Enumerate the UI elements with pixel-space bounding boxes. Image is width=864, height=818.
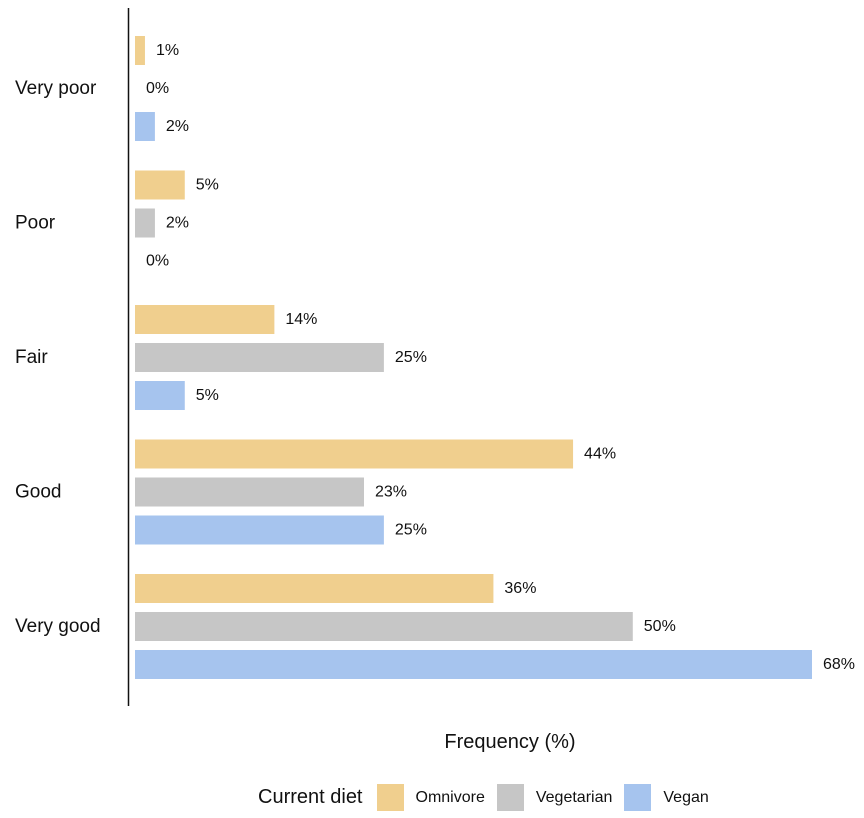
data-label-vegan-good: 25% [395,522,427,539]
bar-vegetarian-very-good [135,612,633,641]
bar-vegetarian-poor [135,208,155,238]
bar-chart: Very poor 1% 0% 2% Poor 5% 2% 0% Fair 14% 25% 5% Goo… [15,8,855,753]
legend-swatch-omnivore [376,784,404,811]
bar-omnivore-good [135,439,574,469]
data-label-omnivore-good: 44% [584,446,616,463]
y-tick-label-poor: Poor [15,213,56,234]
y-tick-label-very-poor: Very poor [15,78,97,99]
bar-omnivore-very-poor [135,36,145,65]
legend-label-vegan: Vegan [663,788,709,806]
data-label-vegan-fair: 5% [196,387,219,404]
y-tick-label-good: Good [15,482,61,503]
legend-title: Current diet [258,786,363,808]
data-label-vegetarian-very-poor: 0% [146,80,169,97]
x-axis-title: Frequency (%) [444,731,575,753]
data-label-vegetarian-poor: 2% [166,215,189,232]
legend-swatch-vegan [624,784,652,811]
data-label-vegetarian-good: 23% [375,484,407,501]
y-tick-label-fair: Fair [15,347,48,368]
data-label-vegan-poor: 0% [146,253,169,270]
data-label-vegetarian-very-good: 50% [644,618,676,635]
y-tick-label-very-good: Very good [15,616,101,637]
legend: Current diet Omnivore Vegetarian Vegan [0,784,864,814]
data-label-omnivore-very-good: 36% [504,580,536,597]
bar-omnivore-fair [135,305,275,334]
legend-swatch-vegetarian [496,784,524,811]
data-label-vegetarian-fair: 25% [395,349,427,366]
bar-vegetarian-fair [135,343,384,372]
bar-omnivore-very-good [135,574,494,603]
legend-item-omnivore: Omnivore [376,784,485,811]
legend-item-vegan: Vegan [624,784,709,811]
bar-vegan-fair [135,381,185,410]
data-label-omnivore-fair: 14% [285,311,317,328]
data-label-omnivore-very-poor: 1% [156,42,179,59]
bar-omnivore-poor [135,170,185,200]
bar-vegetarian-good [135,477,364,507]
data-label-vegan-very-poor: 2% [166,118,189,135]
legend-label-omnivore: Omnivore [415,788,485,806]
bar-vegan-very-poor [135,112,155,141]
legend-label-vegetarian: Vegetarian [535,788,613,806]
data-label-omnivore-poor: 5% [196,177,219,194]
legend-item-vegetarian: Vegetarian [496,784,613,811]
data-label-vegan-very-good: 68% [823,656,855,673]
bar-vegan-good [135,515,384,545]
bar-vegan-very-good [135,650,812,679]
